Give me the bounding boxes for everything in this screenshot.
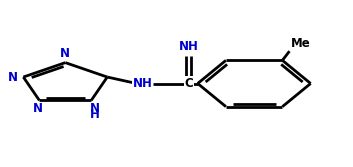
Text: NH: NH xyxy=(133,77,153,90)
Text: Me: Me xyxy=(291,37,311,50)
Text: N: N xyxy=(32,102,43,115)
Text: NH: NH xyxy=(179,40,199,53)
Text: C: C xyxy=(185,77,193,90)
Text: N: N xyxy=(60,47,70,60)
Text: N: N xyxy=(8,70,18,84)
Text: H: H xyxy=(90,108,100,121)
Text: N: N xyxy=(90,102,100,115)
